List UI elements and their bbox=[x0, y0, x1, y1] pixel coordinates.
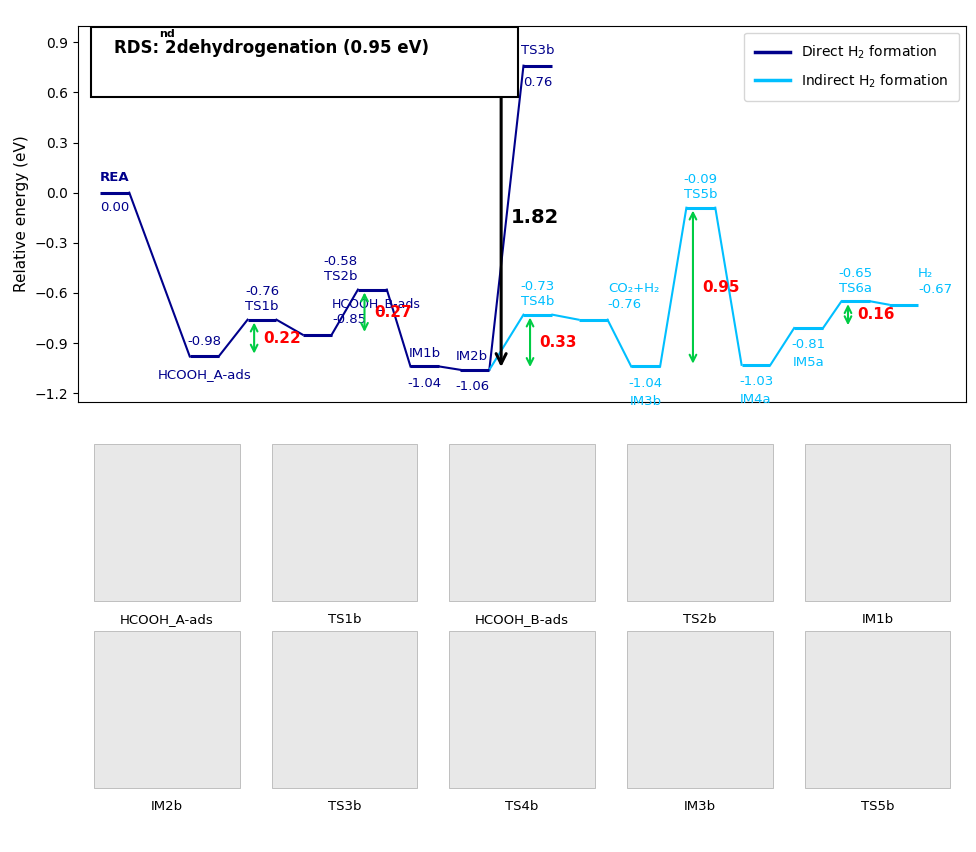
Text: RDS: 2: RDS: 2 bbox=[104, 37, 167, 55]
Text: IM3b: IM3b bbox=[684, 801, 715, 814]
FancyBboxPatch shape bbox=[627, 631, 773, 788]
Text: HCOOH_B-ads: HCOOH_B-ads bbox=[475, 613, 569, 626]
Text: 0.27: 0.27 bbox=[374, 305, 412, 320]
Text: REA: REA bbox=[101, 171, 130, 184]
Text: IM2b: IM2b bbox=[456, 350, 488, 363]
Text: -0.81: -0.81 bbox=[792, 338, 826, 351]
FancyBboxPatch shape bbox=[94, 444, 240, 601]
Text: -1.04: -1.04 bbox=[408, 377, 442, 389]
Text: -0.85: -0.85 bbox=[332, 314, 366, 326]
Text: 1.82: 1.82 bbox=[510, 208, 559, 227]
Text: IM2b: IM2b bbox=[151, 801, 183, 814]
Text: TS5b: TS5b bbox=[684, 188, 717, 201]
FancyBboxPatch shape bbox=[627, 444, 773, 601]
Text: -1.06: -1.06 bbox=[455, 380, 489, 393]
FancyBboxPatch shape bbox=[449, 444, 595, 601]
FancyBboxPatch shape bbox=[92, 27, 517, 97]
Legend: Direct H$_2$ formation, Indirect H$_2$ formation: Direct H$_2$ formation, Indirect H$_2$ f… bbox=[744, 32, 959, 101]
Text: HCOOH_A-ads: HCOOH_A-ads bbox=[120, 613, 214, 626]
Text: nd: nd bbox=[151, 27, 167, 37]
FancyBboxPatch shape bbox=[449, 631, 595, 788]
Text: TS5b: TS5b bbox=[861, 801, 894, 814]
Text: -0.58: -0.58 bbox=[323, 255, 357, 268]
Text: TS4b: TS4b bbox=[506, 801, 539, 814]
Text: CO₂+H₂: CO₂+H₂ bbox=[608, 282, 659, 295]
Text: IM5a: IM5a bbox=[793, 356, 825, 370]
Text: dehydrogenation (0.95 eV): dehydrogenation (0.95 eV) bbox=[172, 38, 429, 57]
Text: H₂: H₂ bbox=[917, 267, 933, 279]
Text: -0.09: -0.09 bbox=[684, 173, 717, 186]
Text: TS2b: TS2b bbox=[324, 270, 357, 283]
Text: 0.76: 0.76 bbox=[523, 76, 552, 89]
Text: -1.03: -1.03 bbox=[739, 375, 773, 388]
Text: TS2b: TS2b bbox=[683, 613, 716, 626]
Text: HCOOH_B-ads: HCOOH_B-ads bbox=[332, 296, 421, 309]
Text: TS3b: TS3b bbox=[328, 801, 361, 814]
FancyBboxPatch shape bbox=[804, 631, 951, 788]
Text: 0.22: 0.22 bbox=[264, 331, 302, 346]
Text: 0.33: 0.33 bbox=[540, 335, 577, 350]
Text: -0.76: -0.76 bbox=[608, 298, 642, 311]
Text: -0.98: -0.98 bbox=[187, 335, 222, 348]
Text: -0.67: -0.67 bbox=[917, 284, 952, 296]
Text: TS4b: TS4b bbox=[521, 295, 554, 308]
Text: 0.00: 0.00 bbox=[101, 201, 130, 214]
Text: dehydrogenation (0.95 eV): dehydrogenation (0.95 eV) bbox=[165, 37, 424, 55]
Text: IM1b: IM1b bbox=[409, 347, 441, 360]
Text: IM1b: IM1b bbox=[862, 613, 893, 626]
Text: TS1b: TS1b bbox=[245, 300, 279, 313]
FancyBboxPatch shape bbox=[271, 631, 418, 788]
Text: 0.95: 0.95 bbox=[703, 279, 740, 295]
Text: -0.65: -0.65 bbox=[838, 267, 873, 279]
FancyBboxPatch shape bbox=[271, 444, 418, 601]
Y-axis label: Relative energy (eV): Relative energy (eV) bbox=[15, 135, 29, 292]
Text: -0.76: -0.76 bbox=[245, 285, 279, 298]
Text: IM4a: IM4a bbox=[740, 394, 772, 406]
Text: -1.04: -1.04 bbox=[629, 377, 663, 389]
Text: IM3b: IM3b bbox=[630, 395, 662, 408]
Text: TS1b: TS1b bbox=[328, 613, 361, 626]
Text: HCOOH_A-ads: HCOOH_A-ads bbox=[157, 368, 251, 381]
Text: 0.16: 0.16 bbox=[858, 308, 895, 322]
FancyBboxPatch shape bbox=[94, 631, 240, 788]
Text: -0.73: -0.73 bbox=[521, 280, 555, 293]
Text: RDS: 2: RDS: 2 bbox=[113, 38, 176, 57]
Text: TS3b: TS3b bbox=[521, 44, 554, 57]
Text: TS6a: TS6a bbox=[839, 282, 873, 295]
Text: nd: nd bbox=[159, 29, 175, 39]
FancyBboxPatch shape bbox=[804, 444, 951, 601]
